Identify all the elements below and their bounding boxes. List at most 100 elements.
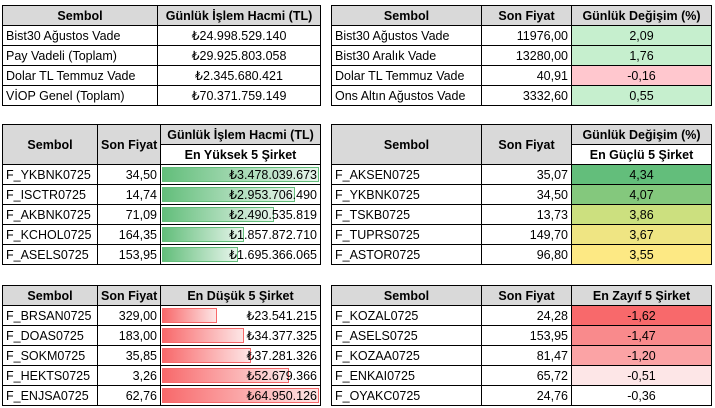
data-bar xyxy=(162,187,296,202)
price-cell: 3332,60 xyxy=(481,85,572,106)
price-cell: 34,50 xyxy=(97,164,161,185)
symbol-cell: F_BRSAN0725 xyxy=(2,305,98,326)
symbol-cell: F_KCHOL0725 xyxy=(2,224,98,245)
table-row: Bist30 Ağustos Vade 11976,00 2,09 xyxy=(331,25,712,46)
volume-value: ₺52.679.366 xyxy=(246,369,317,383)
table-row: F_OYAKC0725 24,76 -0,36 xyxy=(331,385,712,406)
change-cell: -0,16 xyxy=(571,65,712,86)
table-row: F_YKBNK0725 34,50 ₺3.478.039.673 xyxy=(2,164,321,185)
price-summary-table: Sembol Son Fiyat Günlük Değişim (%) Bist… xyxy=(331,5,712,106)
change-cell: -1,20 xyxy=(571,345,712,366)
volume-cell: ₺2.345.680.421 xyxy=(157,65,321,86)
column-header-lowest-5: En Düşük 5 Şirket xyxy=(160,285,321,306)
symbol-cell: F_YKBNK0725 xyxy=(2,164,98,185)
volume-cell: ₺2.953.706.490 xyxy=(160,184,321,205)
price-cell: 14,74 xyxy=(97,184,161,205)
price-cell: 11976,00 xyxy=(481,25,572,46)
volume-cell: ₺1.857.872.710 xyxy=(160,224,321,245)
table-row: Pay Vadeli (Toplam) ₺29.925.803.058 xyxy=(2,45,321,66)
table-row: F_KOZAL0725 24,28 -1,62 xyxy=(331,305,712,326)
price-cell: 81,47 xyxy=(481,345,572,366)
volume-value: ₺23.541.215 xyxy=(246,309,317,323)
table-row: F_YKBNK0725 34,50 4,07 xyxy=(331,184,712,205)
change-cell: 2,09 xyxy=(571,25,712,46)
change-cell: 4,07 xyxy=(571,184,712,205)
column-header-symbol: Sembol xyxy=(2,124,98,165)
column-header-weakest-5: En Zayıf 5 Şirket xyxy=(571,285,712,306)
change-cell: 3,86 xyxy=(571,204,712,225)
symbol-cell: Bist30 Aralık Vade xyxy=(331,45,482,66)
data-bar xyxy=(162,388,319,403)
table-row: Dolar TL Temmuz Vade 40,91 -0,16 xyxy=(331,65,712,86)
table-row: Ons Altın Ağustos Vade 3332,60 0,55 xyxy=(331,85,712,106)
table-row: VİOP Genel (Toplam) ₺70.371.759.149 xyxy=(2,85,321,106)
volume-cell: ₺64.950.126 xyxy=(160,385,321,406)
symbol-cell: F_YKBNK0725 xyxy=(331,184,482,205)
price-cell: 65,72 xyxy=(481,365,572,386)
column-header-volume: Günlük İşlem Hacmi (TL) xyxy=(157,5,321,26)
table-row: F_AKBNK0725 71,09 ₺2.490.535.819 xyxy=(2,204,321,225)
change-cell: 1,76 xyxy=(571,45,712,66)
table-row: F_ENJSA0725 62,76 ₺64.950.126 xyxy=(2,385,321,406)
price-cell: 13280,00 xyxy=(481,45,572,66)
volume-summary-table: Sembol Günlük İşlem Hacmi (TL) Bist30 Ağ… xyxy=(2,5,321,106)
symbol-cell: F_KOZAL0725 xyxy=(331,305,482,326)
symbol-cell: F_HEKTS0725 xyxy=(2,365,98,386)
price-cell: 3,26 xyxy=(97,365,161,386)
volume-cell: ₺37.281.326 xyxy=(160,345,321,366)
table-row: Dolar TL Temmuz Vade ₺2.345.680.421 xyxy=(2,65,321,86)
table-row: Bist30 Ağustos Vade ₺24.998.529.140 xyxy=(2,25,321,46)
top-volume-table: Sembol Son Fiyat Günlük İşlem Hacmi (TL)… xyxy=(2,124,321,265)
volume-cell: ₺24.998.529.140 xyxy=(157,25,321,46)
symbol-cell: Dolar TL Temmuz Vade xyxy=(331,65,482,86)
data-bar xyxy=(162,167,319,182)
price-cell: 71,09 xyxy=(97,204,161,225)
symbol-cell: VİOP Genel (Toplam) xyxy=(2,85,158,106)
table-row: F_ASELS0725 153,95 -1,47 xyxy=(331,325,712,346)
data-bar xyxy=(162,328,245,343)
change-cell: -0,36 xyxy=(571,385,712,406)
volume-value: ₺64.950.126 xyxy=(246,389,317,403)
change-cell: 0,55 xyxy=(571,85,712,106)
table-row: F_TSKB0725 13,73 3,86 xyxy=(331,204,712,225)
table-row: F_ENKAI0725 65,72 -0,51 xyxy=(331,365,712,386)
table-row: Bist30 Aralık Vade 13280,00 1,76 xyxy=(331,45,712,66)
symbol-cell: F_TUPRS0725 xyxy=(331,224,482,245)
data-bar xyxy=(162,207,275,222)
change-cell: 4,34 xyxy=(571,164,712,185)
price-cell: 35,07 xyxy=(481,164,572,185)
price-cell: 164,35 xyxy=(97,224,161,245)
volume-cell: ₺1.695.366.065 xyxy=(160,244,321,265)
price-cell: 24,28 xyxy=(481,305,572,326)
table-row: F_AKSEN0725 35,07 4,34 xyxy=(331,164,712,185)
table-row: F_SOKM0725 35,85 ₺37.281.326 xyxy=(2,345,321,366)
symbol-cell: F_SOKM0725 xyxy=(2,345,98,366)
change-cell: -1,47 xyxy=(571,325,712,346)
volume-value: ₺34.377.325 xyxy=(246,329,317,343)
column-header-last-price: Son Fiyat xyxy=(97,124,161,165)
change-cell: -1,62 xyxy=(571,305,712,326)
price-cell: 96,80 xyxy=(481,244,572,265)
symbol-cell: F_ASELS0725 xyxy=(331,325,482,346)
volume-cell: ₺70.371.759.149 xyxy=(157,85,321,106)
volume-value: ₺1.857.872.710 xyxy=(229,228,317,242)
symbol-cell: F_ISCTR0725 xyxy=(2,184,98,205)
volume-cell: ₺52.679.366 xyxy=(160,365,321,386)
symbol-cell: Bist30 Ağustos Vade xyxy=(2,25,158,46)
volume-cell: ₺29.925.803.058 xyxy=(157,45,321,66)
data-bar xyxy=(162,368,289,383)
volume-value: ₺2.490.535.819 xyxy=(229,208,317,222)
lowest-volume-table: Sembol Son Fiyat En Düşük 5 Şirket F_BRS… xyxy=(2,285,321,406)
symbol-cell: F_ENJSA0725 xyxy=(2,385,98,406)
table-row: F_ASELS0725 153,95 ₺1.695.366.065 xyxy=(2,244,321,265)
price-cell: 35,85 xyxy=(97,345,161,366)
price-cell: 183,00 xyxy=(97,325,161,346)
volume-cell: ₺34.377.325 xyxy=(160,325,321,346)
volume-cell: ₺23.541.215 xyxy=(160,305,321,326)
column-header-symbol: Sembol xyxy=(2,285,98,306)
change-cell: 3,55 xyxy=(571,244,712,265)
symbol-cell: Bist30 Ağustos Vade xyxy=(331,25,482,46)
column-header-last-price: Son Fiyat xyxy=(481,285,572,306)
price-cell: 62,76 xyxy=(97,385,161,406)
column-header-volume: Günlük İşlem Hacmi (TL) xyxy=(160,124,321,145)
